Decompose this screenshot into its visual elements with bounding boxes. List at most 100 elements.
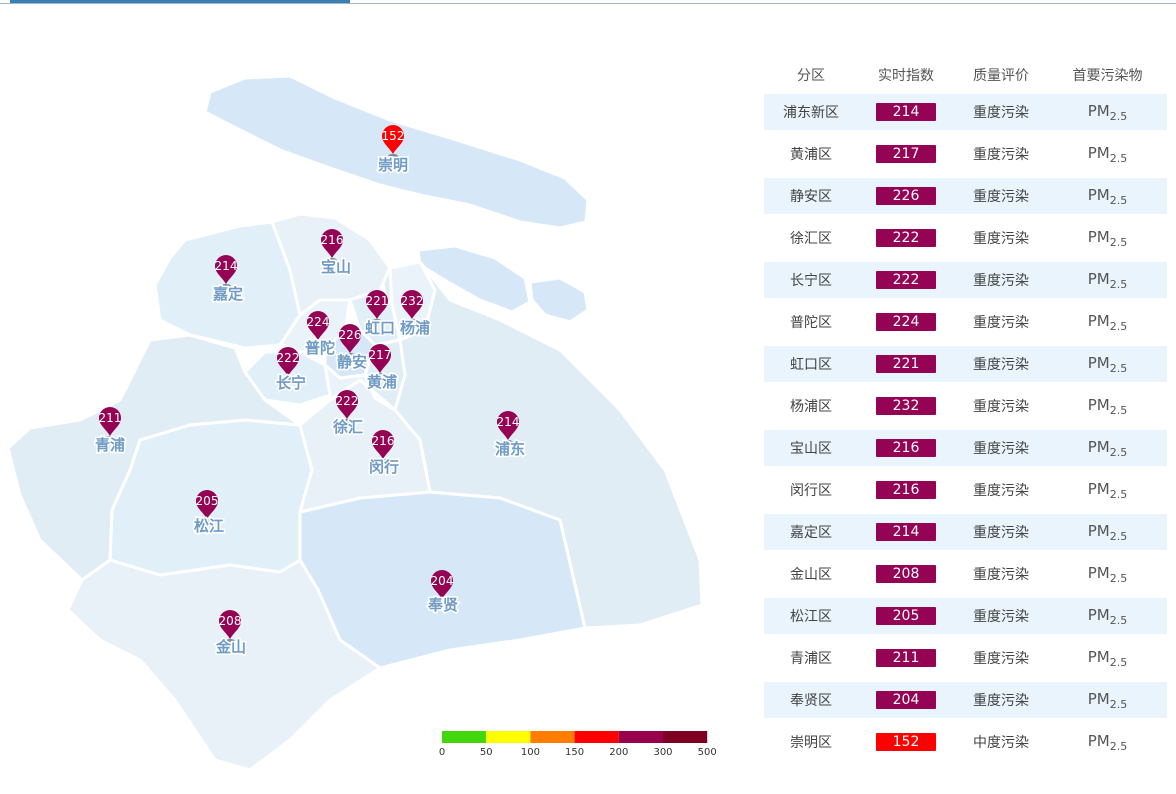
pollutant-subscript: 2.5 (1109, 487, 1128, 501)
marker-shadow (327, 258, 337, 262)
table-row[interactable]: 金山区 208 重度污染 PM2.5 (764, 556, 1167, 592)
table-row[interactable]: 徐汇区 222 重度污染 PM2.5 (764, 220, 1167, 256)
marker-value: 232 (401, 294, 424, 308)
map-pin-icon[interactable] (369, 344, 391, 373)
marker-jinshan[interactable]: 208 金山 (213, 610, 248, 658)
marker-qingpu[interactable]: 211 青浦 (93, 407, 127, 456)
aqi-badge: 221 (876, 355, 936, 373)
table-row[interactable]: 虹口区 221 重度污染 PM2.5 (764, 346, 1167, 382)
marker-value: 214 (497, 415, 520, 429)
row-quality: 重度污染 (973, 273, 1029, 289)
legend-swatch (574, 731, 619, 743)
row-pollutant: PM2.5 (1048, 228, 1167, 249)
marker-shadow (225, 639, 235, 643)
aqi-badge: 214 (876, 523, 936, 541)
aqi-badge: 205 (876, 607, 936, 625)
marker-xuhui[interactable]: 222 徐汇 (330, 390, 365, 438)
map-pin-icon[interactable] (196, 490, 218, 519)
table-row[interactable]: 静安区 226 重度污染 PM2.5 (764, 178, 1167, 214)
shanghai-map: 0 50 100 150 200 300 500 152崇明216宝山214嘉定224普陀2… (6, 74, 717, 772)
region-qingpu[interactable] (6, 333, 302, 582)
legend-swatch (663, 731, 708, 743)
marker-baoshan[interactable]: 216 宝山 (319, 229, 353, 278)
table-row[interactable]: 嘉定区 214 重度污染 PM2.5 (764, 514, 1167, 550)
map-pin-icon[interactable] (497, 411, 519, 440)
marker-jiading[interactable]: 214 嘉定 (210, 255, 245, 305)
row-quality: 重度污染 (973, 357, 1029, 373)
map-pin-icon[interactable] (336, 390, 358, 419)
marker-songjiang[interactable]: 205 松江 (192, 490, 226, 537)
row-district: 嘉定区 (790, 525, 832, 541)
table-row[interactable]: 杨浦区 232 重度污染 PM2.5 (764, 388, 1167, 424)
aqi-badge: 217 (876, 145, 936, 163)
map-pin-icon[interactable] (219, 610, 241, 639)
marker-chongming[interactable]: 152 崇明 (376, 125, 410, 176)
map-pin-icon[interactable] (215, 255, 237, 284)
marker-pudong[interactable]: 214 浦东 (493, 411, 527, 460)
region-xuhui[interactable] (323, 363, 397, 412)
row-district: 徐汇区 (790, 231, 832, 247)
region-chongming[interactable] (203, 74, 590, 230)
map-pin-icon[interactable] (339, 324, 361, 353)
marker-putuo[interactable]: 224 普陀 (303, 311, 337, 359)
map-pin-icon[interactable] (277, 347, 299, 376)
map-pin-icon[interactable] (99, 407, 121, 436)
marker-changning[interactable]: 222 长宁 (274, 347, 308, 394)
row-aqi-cell: 214 (858, 103, 954, 121)
table-row[interactable]: 奉贤区 204 重度污染 PM2.5 (764, 682, 1167, 718)
table-row[interactable]: 普陀区 224 重度污染 PM2.5 (764, 304, 1167, 340)
map-pin-icon[interactable] (307, 311, 329, 340)
marker-minhang[interactable]: 216 闵行 (367, 430, 401, 478)
marker-shadow (437, 599, 447, 603)
aqi-badge: 216 (876, 481, 936, 499)
row-district: 长宁区 (790, 273, 832, 289)
table-row[interactable]: 崇明区 152 中度污染 PM2.5 (764, 724, 1167, 760)
row-district: 闵行区 (790, 483, 832, 499)
row-district: 浦东新区 (783, 105, 839, 121)
marker-shadow (388, 154, 398, 158)
region-changxing-island (416, 244, 532, 314)
district-label: 静安 (337, 353, 367, 371)
aqi-table: 分区 实时指数 质量评价 首要污染物 浦东新区 214 重度污染 PM2.5 黄浦区 21… (764, 56, 1167, 766)
map-pin-icon[interactable] (366, 290, 388, 319)
aqi-badge: 226 (876, 187, 936, 205)
marker-huangpu[interactable]: 217 黄浦 (365, 344, 399, 393)
marker-value: 211 (99, 411, 122, 425)
aqi-badge: 222 (876, 271, 936, 289)
marker-value: 216 (372, 434, 395, 448)
row-aqi-cell: 217 (858, 145, 954, 163)
marker-jingan[interactable]: 226 静安 (335, 324, 369, 373)
row-aqi-cell: 216 (858, 439, 954, 457)
map-pin-icon[interactable] (401, 290, 423, 319)
row-aqi-cell: 204 (858, 691, 954, 709)
table-row[interactable]: 长宁区 222 重度污染 PM2.5 (764, 262, 1167, 298)
legend-swatch (486, 731, 531, 743)
map-pin-icon[interactable] (431, 570, 453, 599)
district-label: 浦东 (495, 440, 525, 458)
marker-yangpu[interactable]: 232 杨浦 (398, 290, 432, 339)
row-aqi-cell: 221 (858, 355, 954, 373)
table-row[interactable]: 闵行区 216 重度污染 PM2.5 (764, 472, 1167, 508)
marker-shadow (372, 319, 382, 323)
marker-value: 224 (307, 315, 330, 329)
row-aqi-cell: 211 (858, 649, 954, 667)
map-pin-icon[interactable] (382, 125, 404, 154)
table-row[interactable]: 浦东新区 214 重度污染 PM2.5 (764, 94, 1167, 130)
table-row[interactable]: 宝山区 216 重度污染 PM2.5 (764, 430, 1167, 466)
pollutant-name: PM (1087, 143, 1110, 162)
marker-shadow (345, 353, 355, 357)
table-row[interactable]: 黄浦区 217 重度污染 PM2.5 (764, 136, 1167, 172)
active-tab-indicator[interactable] (10, 0, 350, 3)
marker-value: 221 (366, 294, 389, 308)
map-pin-icon[interactable] (372, 430, 394, 459)
pollutant-subscript: 2.5 (1109, 445, 1128, 459)
marker-shadow (221, 284, 231, 288)
marker-hongkou[interactable]: 221 虹口 (363, 290, 397, 339)
table-row[interactable]: 青浦区 211 重度污染 PM2.5 (764, 640, 1167, 676)
row-aqi-cell: 214 (858, 523, 954, 541)
row-quality: 重度污染 (973, 189, 1029, 205)
map-pin-icon[interactable] (321, 229, 343, 258)
marker-fengxian[interactable]: 204 奉贤 (425, 570, 460, 616)
table-row[interactable]: 松江区 205 重度污染 PM2.5 (764, 598, 1167, 634)
row-aqi-cell: 205 (858, 607, 954, 625)
